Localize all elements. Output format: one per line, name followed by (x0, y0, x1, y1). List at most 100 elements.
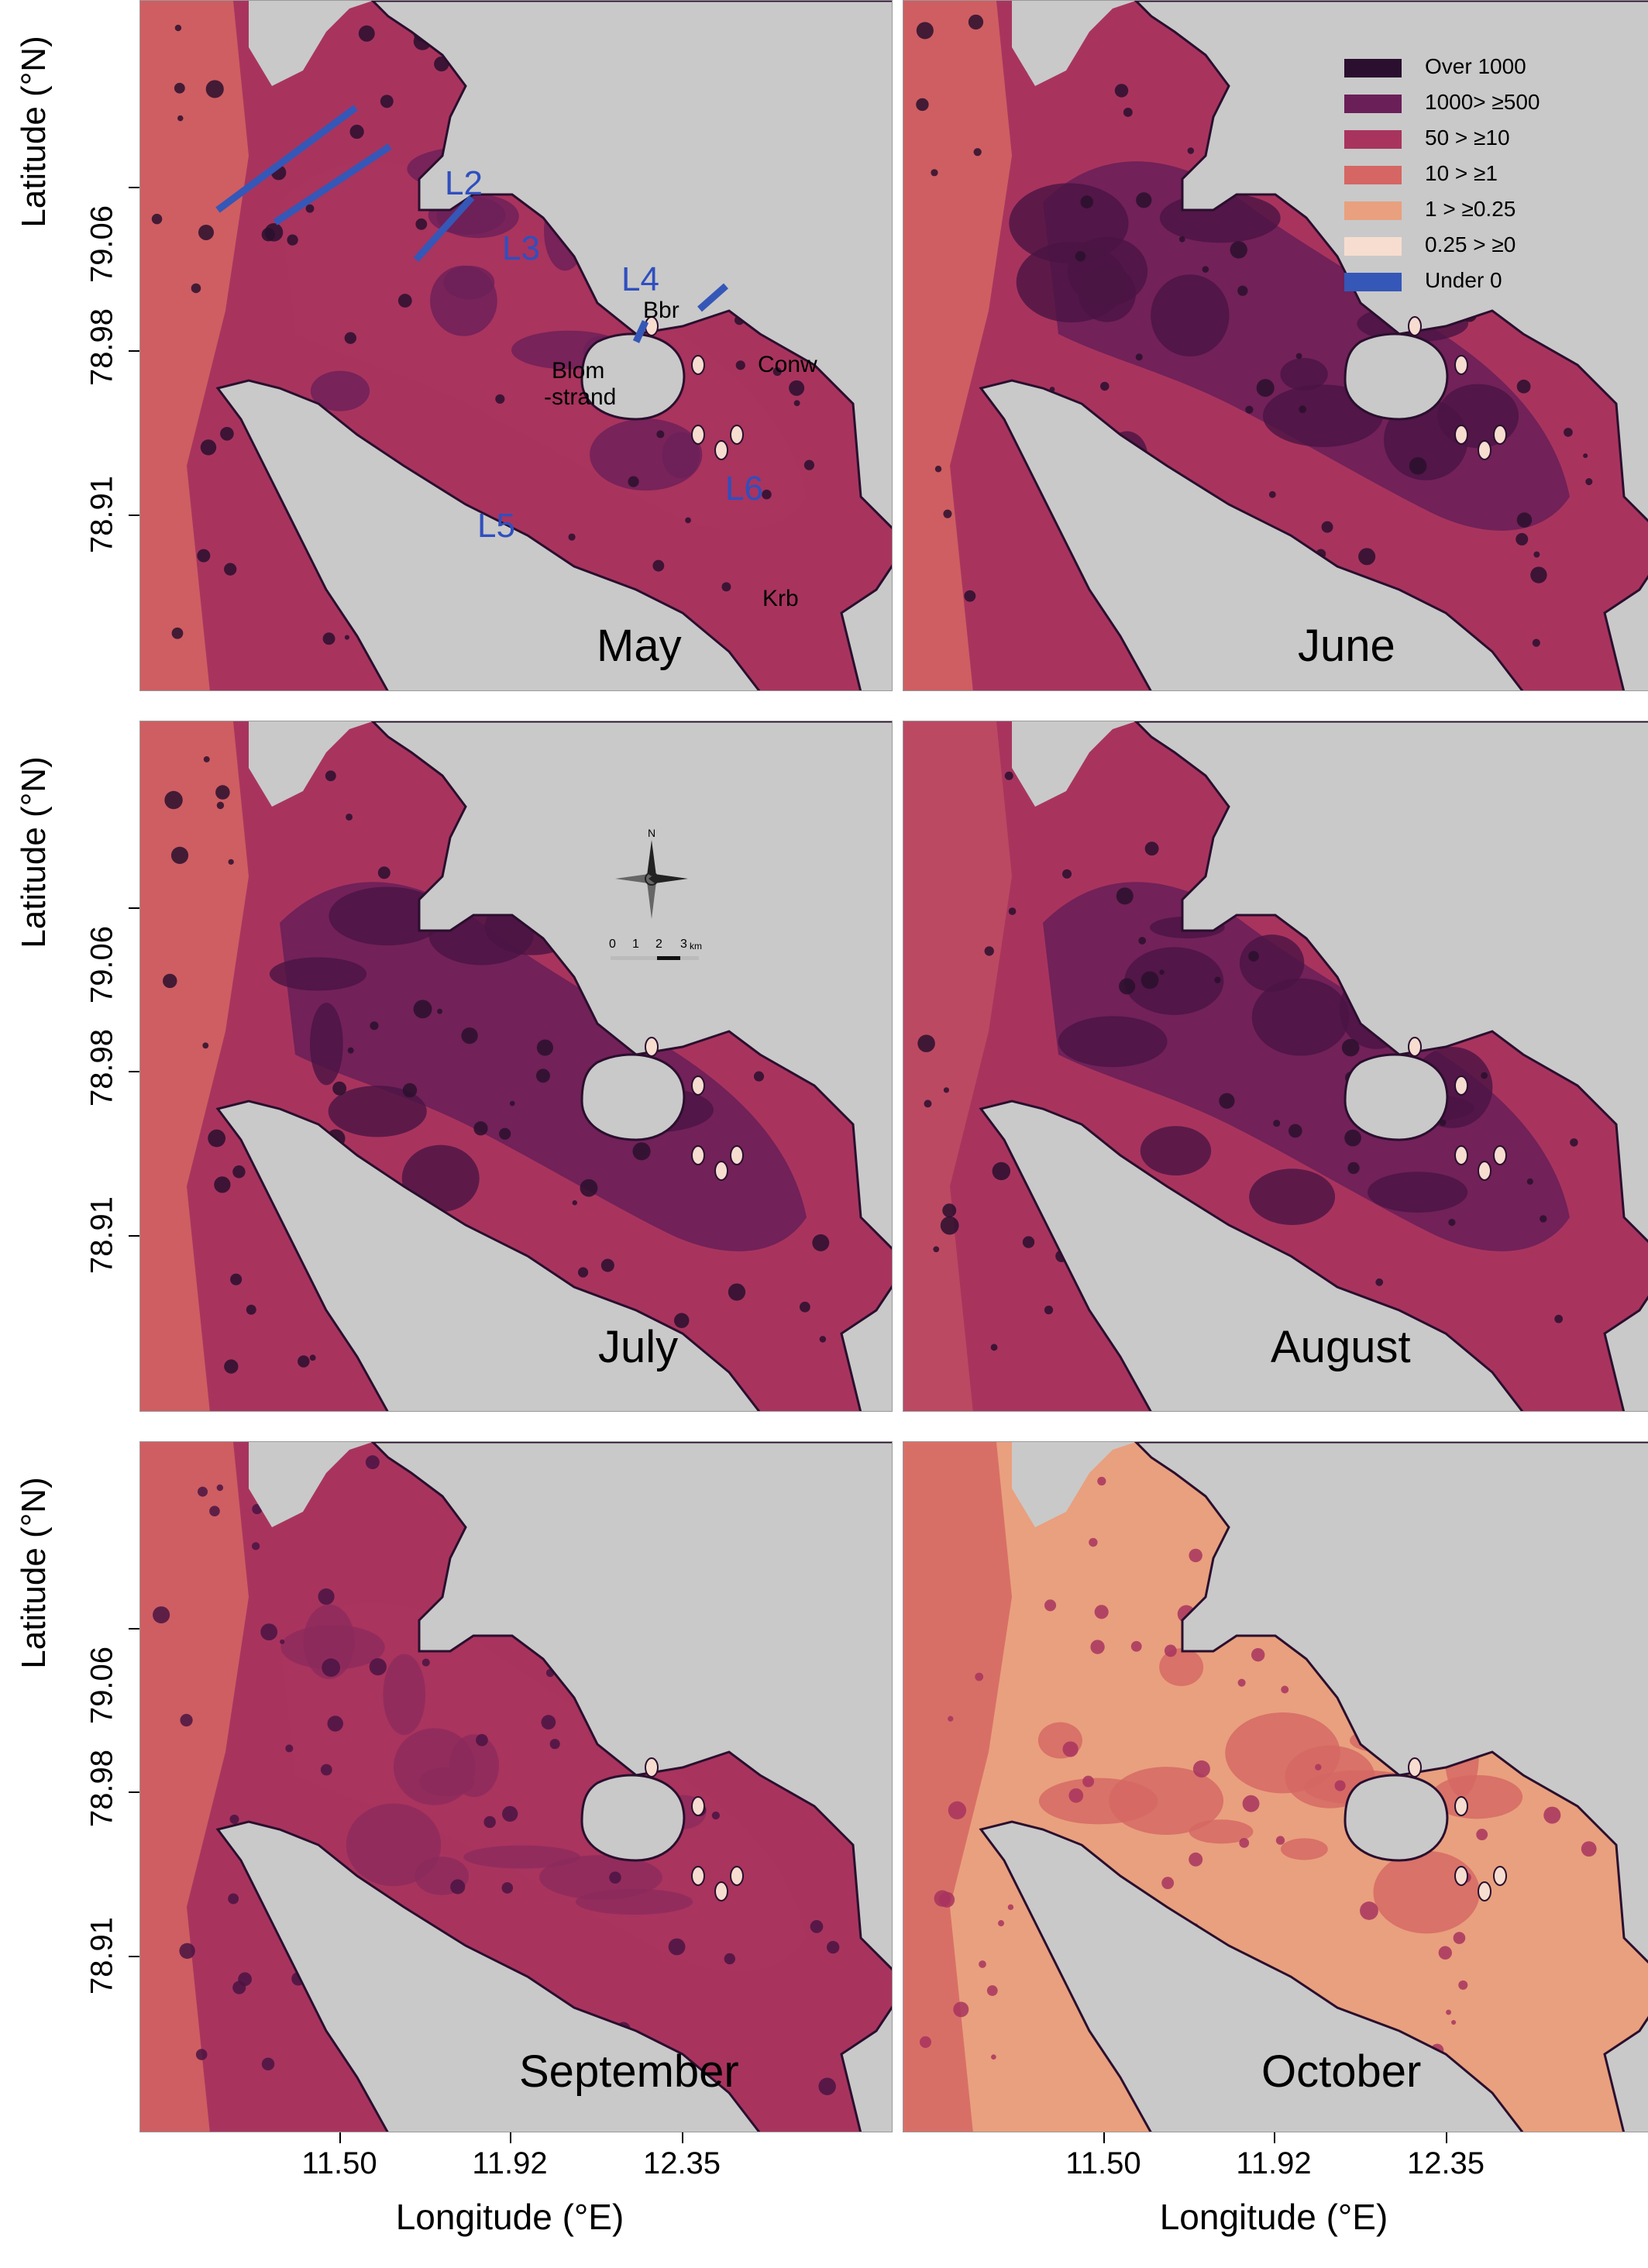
legend-swatch (1344, 130, 1402, 149)
concentration-spot (502, 1805, 518, 1822)
concentration-spot (1136, 192, 1152, 208)
land-south (215, 1820, 761, 2132)
scalebar-label-3: 3 (680, 938, 687, 951)
concentration-spot (344, 332, 356, 344)
concentration-spot (1476, 1829, 1488, 1841)
concentration-spot (1438, 1946, 1452, 1960)
y-tick-mark (129, 1235, 139, 1237)
concentration-spot (1516, 379, 1531, 394)
concentration-spot (916, 22, 934, 40)
concentration-spot (322, 632, 335, 645)
concentration-spot (344, 635, 350, 640)
land-east (1134, 1442, 1648, 2132)
islet (730, 1145, 744, 1165)
land-south (979, 1820, 1524, 2132)
islet (691, 1796, 705, 1816)
concentration-spot (536, 1039, 554, 1056)
y-axis-label-row1: Latitude (°N) (15, 36, 53, 228)
concentration-spot (1080, 195, 1094, 208)
concentration-spot (164, 790, 183, 810)
concentration-patch (269, 957, 367, 991)
map-panel-may (139, 0, 893, 691)
concentration-spot (948, 1801, 967, 1819)
legend-item: Over 1000 (1344, 51, 1639, 82)
concentration-spot (1581, 1841, 1597, 1857)
concentration-spot (1082, 1775, 1095, 1788)
islet (714, 440, 728, 460)
concentration-spot (992, 1162, 1011, 1181)
compass-rose-icon: N (615, 828, 688, 919)
month-label-july: July (598, 1322, 679, 1372)
concentration-spot (495, 394, 505, 404)
concentration-spot (1347, 1162, 1360, 1175)
islet (714, 1161, 728, 1181)
concentration-spot (917, 1034, 935, 1052)
legend-label: Under 0 (1425, 268, 1502, 292)
concentration-spot (628, 476, 639, 487)
legend-swatch (1344, 237, 1402, 256)
map-field-svg (140, 721, 892, 1411)
concentration-spot (984, 946, 994, 956)
concentration-patch (1058, 1016, 1168, 1068)
legend-swatch (1344, 166, 1402, 184)
concentration-spot (1141, 971, 1159, 989)
concentration-spot (1583, 453, 1588, 459)
concentration-spot (1230, 241, 1247, 259)
concentration-spot (347, 1047, 354, 1054)
concentration-spot (369, 1657, 387, 1676)
concentration-spot (940, 1216, 959, 1235)
concentration-spot (1245, 405, 1254, 414)
concentration-spot (1358, 548, 1376, 566)
fjord-inner-zone (280, 882, 807, 1251)
legend-swatch (1344, 201, 1402, 220)
concentration-spot (1570, 1138, 1578, 1147)
concentration-spot (402, 1082, 418, 1098)
concentration-spot (986, 1985, 998, 1996)
concentration-patch (328, 1086, 427, 1137)
concentration-spot (1159, 969, 1165, 975)
concentration-spot (1532, 638, 1540, 647)
concentration-spot (1554, 1314, 1564, 1323)
x-tick-11.92-right: 11.92 (1236, 2146, 1312, 2180)
concentration-spot (1275, 1836, 1285, 1845)
concentration-patch (401, 1144, 480, 1213)
concentration-patch (1009, 183, 1129, 263)
concentration-spot (819, 1336, 827, 1343)
concentration-spot (437, 1008, 442, 1014)
concentration-spot (943, 509, 952, 518)
concentration-spot (1007, 1904, 1014, 1911)
y-axis-label-row3: Latitude (°N) (15, 1477, 53, 1669)
concentration-spot (772, 367, 782, 377)
concentration-patch (538, 1855, 662, 1900)
concentration-spot (1344, 1129, 1361, 1147)
y-tick-mark (129, 350, 139, 352)
concentration-spot (673, 1313, 690, 1328)
concentration-spot (1116, 887, 1134, 905)
concentration-spot (1097, 1476, 1106, 1486)
y-tick-79.06-row2: 79.06 (84, 925, 119, 1004)
concentration-patch (1038, 1778, 1158, 1825)
concentration-spot (461, 1027, 478, 1045)
concentration-spot (1334, 1780, 1346, 1791)
concentration-spot (632, 1142, 651, 1161)
concentration-patch (1239, 934, 1305, 992)
concentration-spot (1268, 490, 1276, 498)
concentration-spot (1299, 405, 1307, 414)
concentration-spot (1161, 1877, 1175, 1890)
concentration-spot (232, 1981, 246, 1994)
concentration-spot (320, 1764, 332, 1776)
islet (1454, 1866, 1468, 1886)
concentration-spot (953, 2001, 969, 2018)
land-north (140, 1, 892, 86)
land-east (1134, 721, 1648, 1411)
transect-line (697, 283, 728, 312)
concentration-patch (1280, 1838, 1328, 1860)
concentration-spot (1114, 84, 1129, 98)
concentration-spot (1004, 771, 1013, 780)
concentration-spot (1273, 1120, 1281, 1127)
x-tick-mark (682, 2132, 683, 2143)
concentration-spot (171, 627, 184, 639)
concentration-spot (1119, 978, 1136, 995)
island-blomstrand (1344, 332, 1449, 421)
concentration-patch (1124, 947, 1224, 1015)
